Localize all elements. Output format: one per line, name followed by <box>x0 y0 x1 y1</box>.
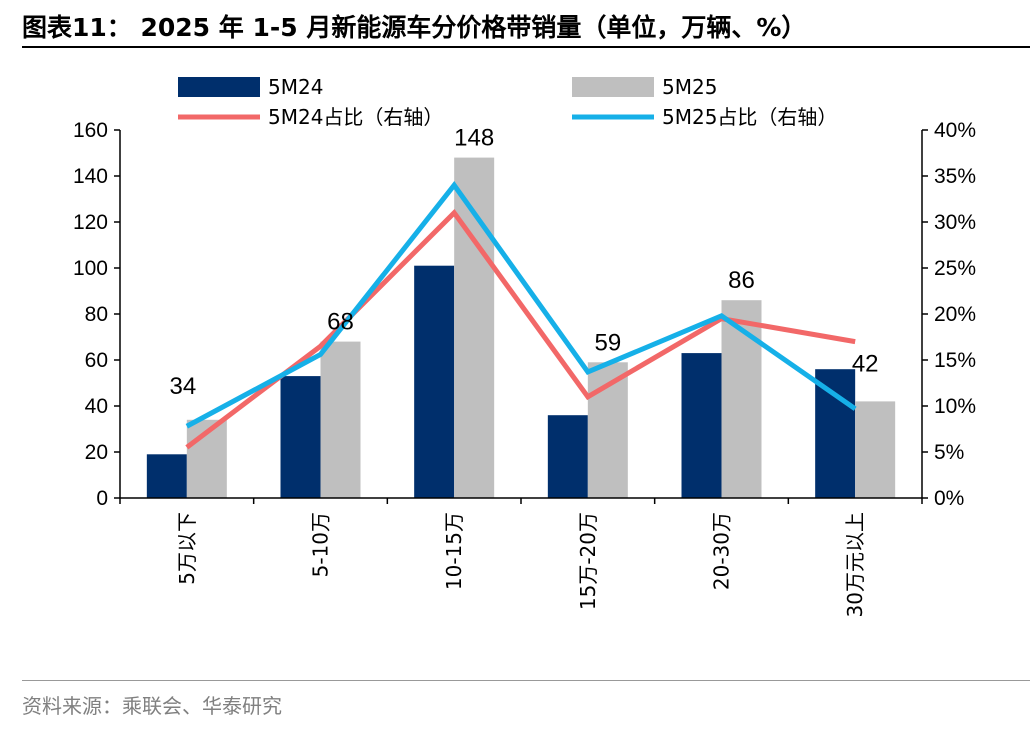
y-left-tick-label: 100 <box>73 257 108 280</box>
bar-5m25-5 <box>855 401 896 498</box>
figure-title: 图表11： 2025 年 1-5 月新能源车分价格带销量（单位，万辆、%） <box>22 13 807 42</box>
title-divider <box>22 46 1030 48</box>
data-label: 34 <box>169 373 196 400</box>
y-left-tick-label: 40 <box>85 395 108 418</box>
y-right-tick-label: 40% <box>934 119 976 142</box>
y-right-tick-label: 0% <box>934 487 964 510</box>
bar-5m24-3 <box>547 415 588 498</box>
data-label: 42 <box>852 350 879 377</box>
bar-5m25-4 <box>721 300 762 498</box>
bar-5m24-1 <box>280 376 321 498</box>
axes-layer: 0 20 40 60 80 100 120 140 160 0% 5% 10% 15% 20% 25% 30%… <box>73 119 976 617</box>
data-label: 86 <box>728 267 755 294</box>
bar-5m24-2 <box>414 265 455 498</box>
x-category-label: 30万元以上 <box>843 512 867 617</box>
legend-swatch-0 <box>178 77 260 97</box>
y-right-tick-label: 35% <box>934 165 976 188</box>
x-category-label: 20-30万 <box>710 512 734 590</box>
y-right-tick-label: 5% <box>934 441 964 464</box>
lines-layer <box>185 181 857 450</box>
source-divider <box>22 680 1030 681</box>
data-label: 68 <box>327 309 354 336</box>
legend-label-1: 5M25 <box>662 75 717 99</box>
bar-5m24-0 <box>146 454 187 498</box>
bar-5m25-1 <box>320 341 361 498</box>
y-right-tick-label: 15% <box>934 349 976 372</box>
y-right-tick-label: 10% <box>934 395 976 418</box>
line-series-1 <box>185 181 857 429</box>
y-left-tick-label: 60 <box>85 349 108 372</box>
y-left-tick-label: 20 <box>85 441 108 464</box>
legend: 5M24 5M25 5M24占比（右轴） 5M25占比（右轴） <box>178 75 837 129</box>
data-labels-layer: 34 68 148 59 86 42 <box>169 125 878 400</box>
x-category-label: 15万-20万 <box>576 512 600 610</box>
y-left-tick-label: 0 <box>96 487 108 510</box>
y-left-tick-label: 80 <box>85 303 108 326</box>
x-category-label: 5-10万 <box>309 512 333 577</box>
legend-swatch-1 <box>572 77 654 97</box>
data-label: 148 <box>454 125 494 152</box>
x-category-label: 10-15万 <box>442 512 466 590</box>
y-right-tick-label: 20% <box>934 303 976 326</box>
y-right-tick-label: 25% <box>934 257 976 280</box>
bar-5m24-4 <box>681 353 722 498</box>
data-label: 59 <box>594 329 621 356</box>
y-right-tick-label: 30% <box>934 211 976 234</box>
legend-label-3: 5M25占比（右轴） <box>662 105 837 129</box>
bar-5m24-5 <box>815 369 856 498</box>
y-left-tick-label: 140 <box>73 165 108 188</box>
y-left-tick-label: 160 <box>73 119 108 142</box>
line-series-0 <box>185 208 856 450</box>
bar-5m25-2 <box>454 157 495 498</box>
bars-layer <box>146 157 896 498</box>
y-left-tick-label: 120 <box>73 211 108 234</box>
legend-label-0: 5M24 <box>268 75 323 99</box>
legend-label-2: 5M24占比（右轴） <box>268 105 443 129</box>
x-category-label: 5万以下 <box>175 512 199 585</box>
source-note: 资料来源：乘联会、华泰研究 <box>22 694 282 718</box>
